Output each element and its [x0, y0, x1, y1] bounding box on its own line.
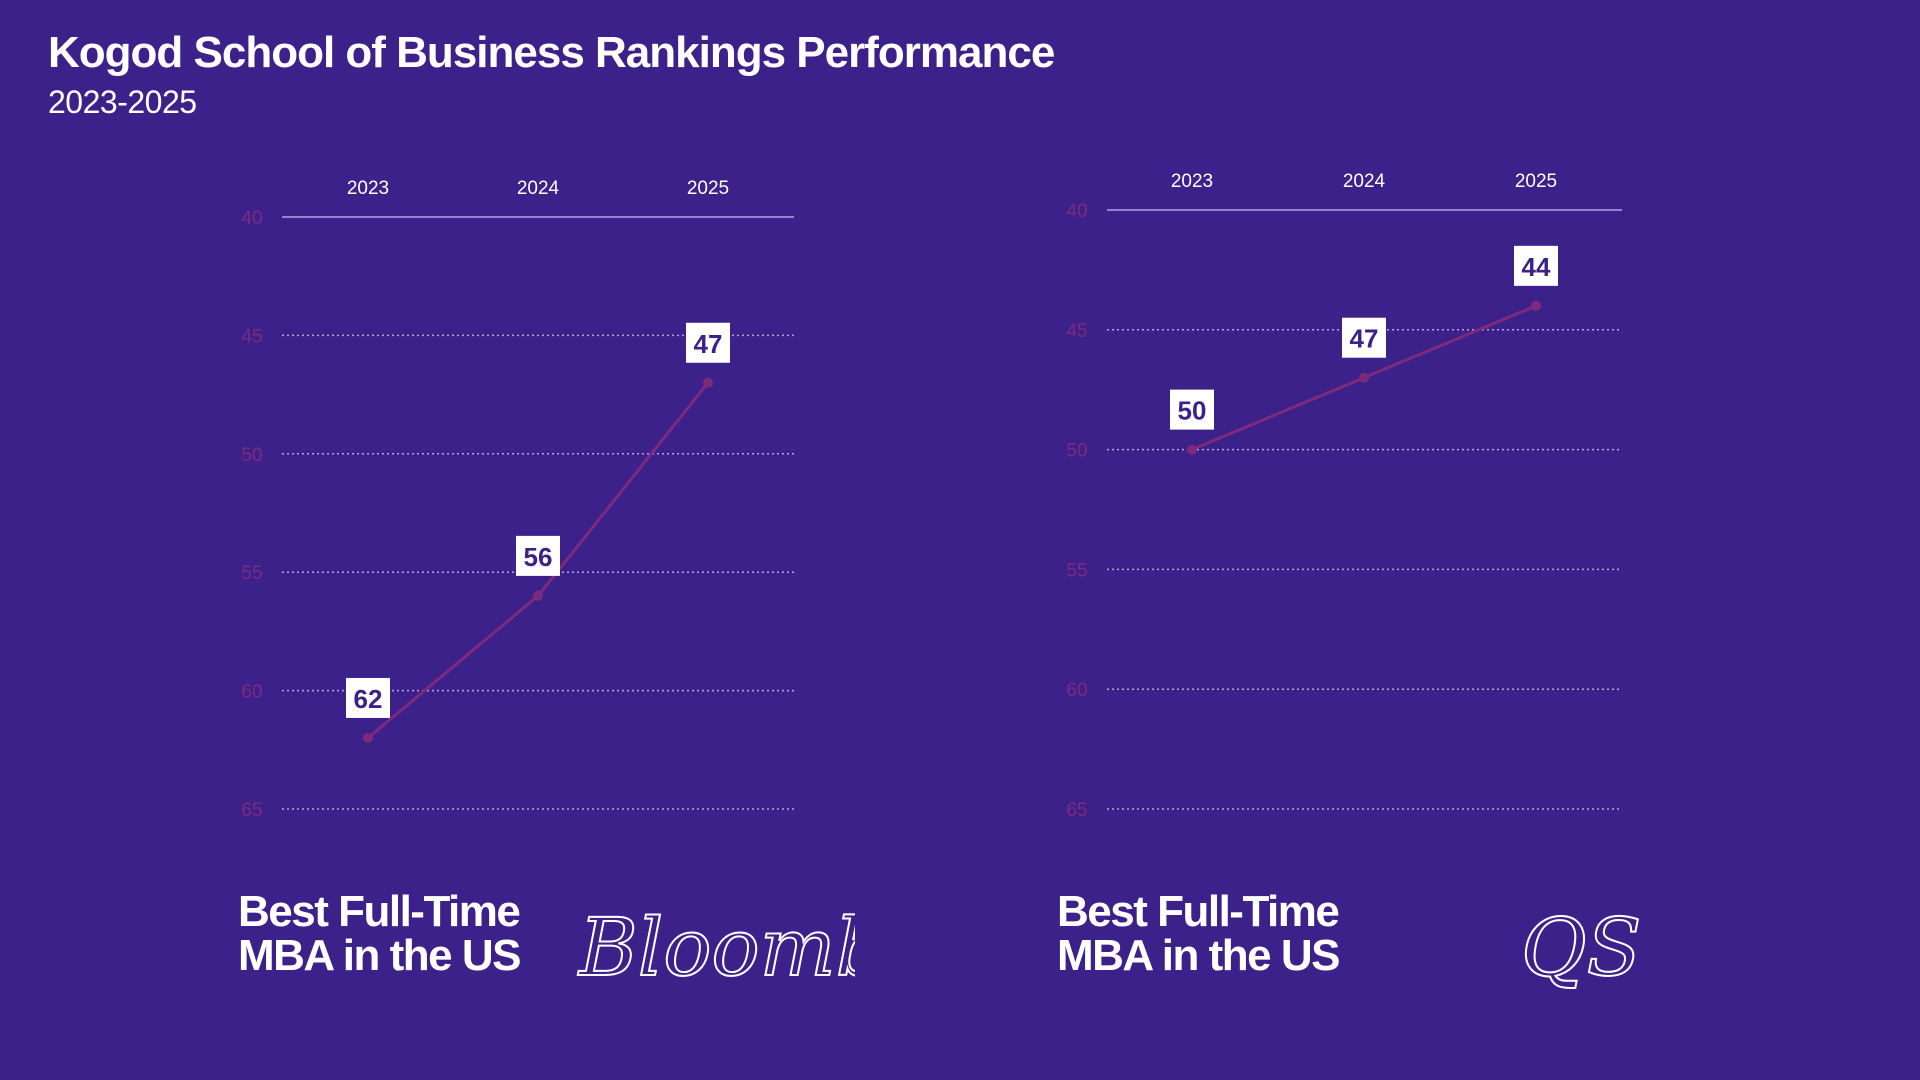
data-label: 47 — [694, 329, 723, 359]
data-label-box — [686, 322, 730, 363]
qs-ranking-chart: 40 45 50 55 60 65 2023 2024 2025 50 47 44 — [1066, 171, 1622, 821]
y-tick-label: 65 — [241, 800, 262, 821]
x-tick-label: 2024 — [1343, 171, 1386, 192]
y-tick-label: 60 — [241, 682, 262, 703]
caption-line-2: MBA in the US — [1057, 931, 1340, 980]
data-label: 44 — [1522, 252, 1551, 282]
data-point — [1359, 372, 1369, 383]
caption-line-1: Best Full-Time — [1057, 887, 1340, 936]
data-label-box — [1514, 245, 1558, 286]
bloomberg-logo-text: Bloomberg — [577, 901, 855, 994]
data-point — [533, 590, 543, 601]
data-label: 47 — [1350, 324, 1379, 354]
data-label-box — [516, 535, 560, 576]
data-label-box — [1170, 389, 1214, 430]
x-tick-label: 2025 — [1515, 171, 1557, 192]
y-tick-label: 40 — [1066, 201, 1087, 222]
data-label: 56 — [524, 542, 553, 572]
data-label-box — [1342, 317, 1386, 358]
bloomberg-logo: Bloomberg — [576, 900, 855, 995]
caption-line-1: Best Full-Time — [238, 887, 521, 936]
qs-chart-caption: Best Full-Time MBA in the US — [1057, 887, 1340, 980]
data-point — [703, 377, 713, 388]
page-subtitle: 2023-2025 — [48, 84, 197, 120]
y-tick-label: 50 — [241, 445, 262, 466]
qs-logo-text: QS — [1521, 901, 1641, 994]
x-tick-label: 2025 — [687, 178, 729, 199]
data-label-box — [346, 677, 390, 718]
data-label: 50 — [1178, 396, 1207, 426]
data-point — [1187, 444, 1197, 455]
y-tick-label: 60 — [1066, 680, 1087, 701]
data-point — [1531, 300, 1541, 311]
page-title: Kogod School of Business Rankings Perfor… — [48, 28, 1055, 77]
y-tick-label: 55 — [1066, 560, 1087, 581]
y-tick-label: 45 — [241, 326, 262, 347]
data-label: 62 — [354, 684, 383, 714]
bloomberg-ranking-chart: 40 45 50 55 60 65 2023 2024 2025 62 56 47 — [241, 178, 794, 821]
y-tick-label: 50 — [1066, 441, 1087, 462]
bloomberg-chart-caption: Best Full-Time MBA in the US — [238, 887, 521, 980]
y-tick-label: 55 — [241, 563, 262, 584]
y-tick-label: 65 — [1066, 800, 1087, 821]
y-tick-label: 40 — [241, 208, 262, 229]
caption-line-2: MBA in the US — [238, 931, 521, 980]
y-tick-label: 45 — [1066, 321, 1087, 342]
qs-logo: QS — [1520, 900, 1642, 995]
x-tick-label: 2023 — [347, 178, 389, 199]
x-tick-label: 2024 — [517, 178, 560, 199]
data-point — [363, 732, 373, 743]
x-tick-label: 2023 — [1171, 171, 1213, 192]
